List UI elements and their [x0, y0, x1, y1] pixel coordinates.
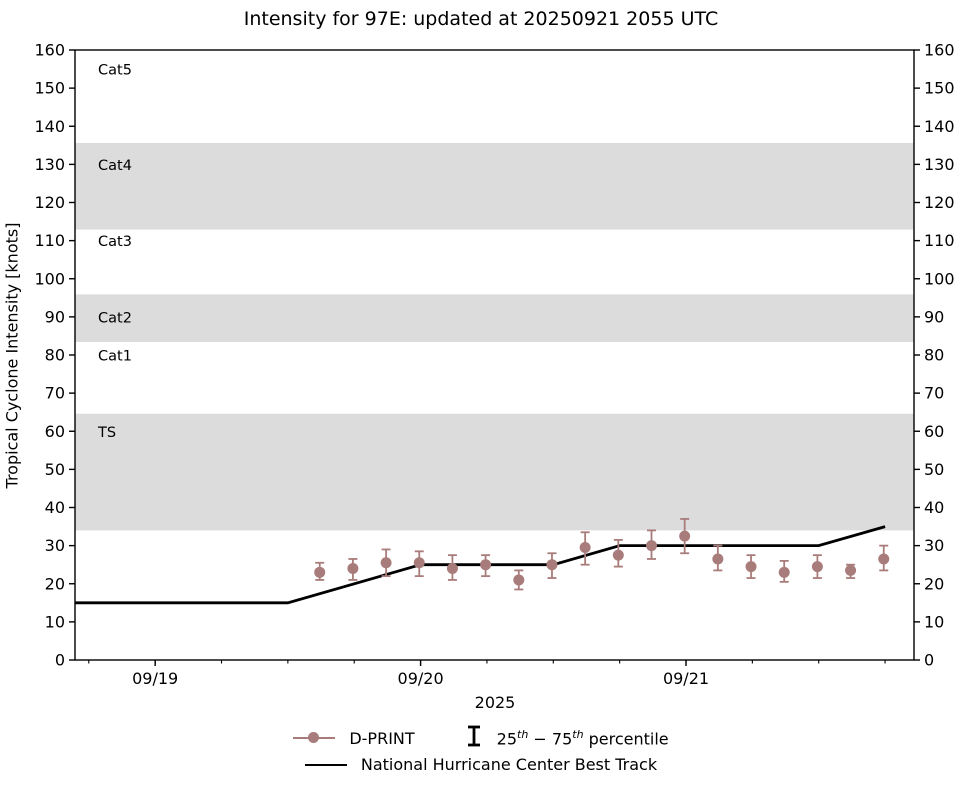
y-tick-label-left: 80 [45, 346, 65, 365]
y-tick-label-left: 50 [45, 460, 65, 479]
y-tick-label-right: 80 [924, 346, 944, 365]
besttrack-legend-line-icon [304, 763, 347, 766]
y-tick-label-right: 60 [924, 422, 944, 441]
data-point [878, 553, 890, 565]
y-tick-label-left: 160 [34, 41, 65, 60]
besttrack-legend-label: National Hurricane Center Best Track [360, 755, 658, 774]
x-tick-label: 09/21 [663, 669, 709, 688]
category-label-cat3: Cat3 [98, 234, 132, 250]
y-tick-label-left: 140 [34, 117, 65, 136]
dprint-legend-label: D-PRINT [349, 728, 415, 748]
y-tick-label-right: 30 [924, 536, 944, 555]
data-point [546, 559, 558, 571]
y-tick-label-right: 130 [924, 155, 955, 174]
data-point [513, 574, 525, 586]
errorbar-legend-icon [465, 724, 483, 752]
category-label-cat5: Cat5 [98, 63, 132, 79]
y-tick-label-right: 120 [924, 193, 955, 212]
data-point [745, 561, 757, 573]
data-point [645, 540, 657, 552]
data-point [480, 559, 492, 571]
category-label-cat4: Cat4 [98, 158, 132, 174]
data-point [712, 553, 724, 565]
y-tick-label-left: 0 [55, 651, 65, 670]
data-point [612, 549, 624, 561]
data-point [679, 530, 691, 542]
x-tick-label: 09/20 [398, 669, 444, 688]
plot-area: Cat5 Cat4 Cat3 Cat2 Cat1 TS 0 0 10 10 20 20 30 30 40 40… [34, 41, 955, 689]
y-tick-label-left: 150 [34, 79, 65, 98]
y-tick-label-left: 10 [45, 612, 65, 631]
category-label-cat2: Cat2 [98, 310, 132, 326]
legend-row-1: D-PRINT 25th − 75th percentile [293, 724, 669, 752]
data-point [845, 564, 857, 576]
data-point [446, 563, 458, 574]
y-tick-label-left: 130 [34, 155, 65, 174]
data-point [811, 561, 823, 573]
y-tick-label-right: 20 [924, 574, 944, 593]
data-point [579, 542, 591, 554]
data-point [380, 557, 392, 569]
y-tick-label-right: 50 [924, 460, 944, 479]
legend-row-2: National Hurricane Center Best Track [304, 755, 658, 774]
y-tick-label-right: 110 [924, 231, 955, 250]
data-point [778, 566, 790, 578]
y-tick-label-right: 70 [924, 384, 944, 403]
best-track-line [75, 525, 886, 605]
y-tick-label-right: 160 [924, 41, 955, 60]
y-tick-label-left: 100 [34, 269, 65, 288]
y-tick-label-left: 110 [34, 231, 65, 250]
y-axis-label: Tropical Cyclone Intensity [knots] [2, 222, 22, 489]
y-tick-label-right: 140 [924, 117, 955, 136]
data-point [314, 566, 326, 578]
chart-title: Intensity for 97E: updated at 20250921 2… [243, 8, 719, 30]
y-tick-label-right: 0 [924, 651, 934, 670]
y-tick-label-left: 60 [45, 422, 65, 441]
percentile-legend-label: 25th − 75th percentile [496, 727, 669, 749]
dprint-legend-marker-icon [293, 732, 336, 743]
category-band-cat4 [75, 143, 914, 230]
y-tick-label-left: 20 [45, 574, 65, 593]
y-tick-label-right: 150 [924, 79, 955, 98]
legend: D-PRINT 25th − 75th percentile National … [0, 724, 962, 774]
y-tick-label-right: 40 [924, 498, 944, 517]
data-point [347, 563, 359, 574]
category-band-ts [75, 413, 914, 531]
y-tick-label-left: 120 [34, 193, 65, 212]
y-tick-label-right: 90 [924, 307, 944, 326]
category-label-cat1: Cat1 [98, 349, 132, 365]
x-tick-label: 09/19 [132, 669, 178, 688]
x-axis-label: 2025 [474, 693, 516, 712]
category-label-ts: TS [97, 425, 116, 441]
y-tick-label-right: 10 [924, 612, 944, 631]
y-tick-label-left: 70 [45, 384, 65, 403]
y-tick-label-left: 90 [45, 307, 65, 326]
y-tick-label-left: 30 [45, 536, 65, 555]
data-point [413, 557, 425, 569]
category-band-cat2 [75, 294, 914, 343]
y-tick-label-left: 40 [45, 498, 65, 517]
dprint-dot-icon [308, 732, 320, 743]
y-tick-label-right: 100 [924, 269, 955, 288]
